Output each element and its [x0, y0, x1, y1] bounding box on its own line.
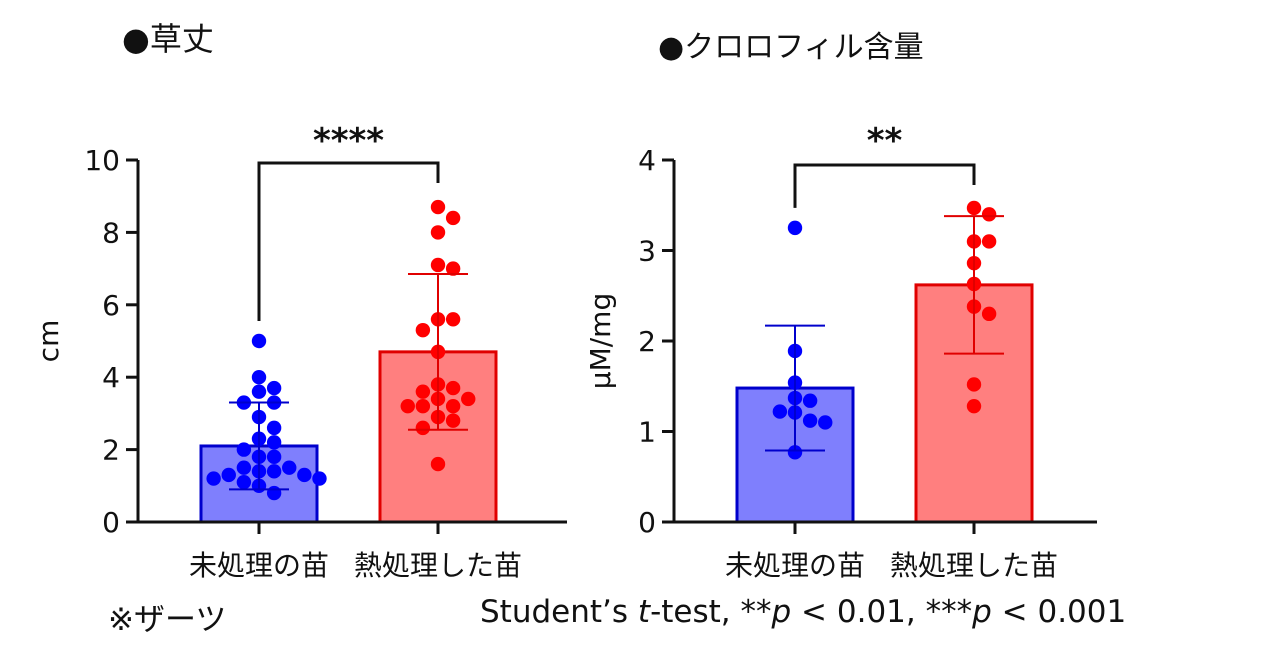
data-point	[445, 380, 461, 396]
data-point	[415, 420, 431, 436]
significance-bracket	[257, 161, 440, 321]
x-tick-label: 未処理の苗	[189, 549, 329, 582]
y-tick-label: 4	[638, 144, 656, 177]
significance-label: **	[867, 121, 903, 161]
y-tick-label: 6	[102, 289, 120, 322]
data-point	[236, 474, 252, 490]
y-tick-label: 0	[638, 506, 656, 539]
significance-label: ****	[313, 121, 384, 161]
chart-title-chlorophyll: ●クロロフィル含量	[658, 30, 924, 65]
data-point	[445, 261, 461, 276]
x-tick-label: 熱処理した苗	[890, 549, 1058, 582]
data-point	[981, 306, 997, 322]
data-point	[966, 398, 982, 414]
data-point	[445, 312, 461, 327]
data-point	[461, 391, 476, 407]
data-point	[445, 210, 461, 226]
data-point	[787, 220, 803, 236]
chart-title-height: ●草丈	[122, 20, 214, 58]
data-point	[266, 485, 282, 501]
data-point	[966, 200, 982, 216]
data-point	[400, 398, 415, 414]
data-point	[787, 445, 803, 460]
y-tick-label: 8	[102, 216, 120, 249]
y-tick-label: 2	[102, 434, 120, 467]
data-point	[282, 460, 297, 475]
y-axis-label: cm	[32, 320, 65, 363]
data-point	[236, 442, 252, 457]
data-point	[415, 322, 431, 338]
data-point	[312, 471, 327, 486]
data-point	[445, 398, 461, 414]
y-tick-label: 4	[102, 361, 120, 394]
data-point	[966, 377, 982, 392]
data-point	[445, 413, 461, 428]
data-point	[236, 460, 252, 475]
chart-plant-height: 0 2 4 6 8 10 未処理の苗 熱処理した苗 cm ****	[32, 121, 567, 582]
data-point	[802, 393, 818, 408]
data-point	[430, 257, 446, 273]
y-tick-label: 1	[638, 416, 656, 449]
y-axis-label: μM/mg	[584, 293, 617, 389]
data-point	[430, 456, 446, 472]
data-point	[251, 384, 267, 399]
significance-bracket	[793, 163, 976, 208]
y-tick-label: 3	[638, 235, 656, 268]
data-point	[772, 404, 788, 419]
data-point	[818, 415, 833, 430]
data-point	[266, 464, 282, 479]
data-point	[266, 435, 282, 450]
data-point	[415, 398, 431, 414]
data-point	[981, 207, 997, 222]
y-tick-label: 0	[102, 506, 120, 539]
data-point	[221, 467, 236, 483]
data-point	[266, 380, 282, 396]
data-point	[266, 449, 282, 465]
data-point	[206, 471, 221, 486]
variety-note: ※ザーツ	[108, 602, 227, 638]
data-point	[251, 370, 267, 385]
data-point	[415, 384, 431, 399]
x-tick-label: 熱処理した苗	[354, 549, 522, 582]
stats-footnote: Student’s t-test, **p < 0.01, ***p < 0.0…	[480, 594, 1127, 630]
data-point	[430, 225, 446, 240]
data-point	[802, 413, 818, 428]
data-point	[430, 199, 446, 215]
y-tick-label: 2	[638, 325, 656, 358]
y-tick-label: 10	[84, 144, 120, 177]
data-point	[266, 420, 282, 436]
chart-chlorophyll: 0 1 2 3 4 未処理の苗 熱処理した苗 μM/mg **	[584, 121, 1097, 582]
data-point	[297, 467, 312, 483]
x-tick-label: 未処理の苗	[725, 549, 865, 582]
data-point	[981, 234, 997, 249]
data-point	[251, 333, 267, 349]
